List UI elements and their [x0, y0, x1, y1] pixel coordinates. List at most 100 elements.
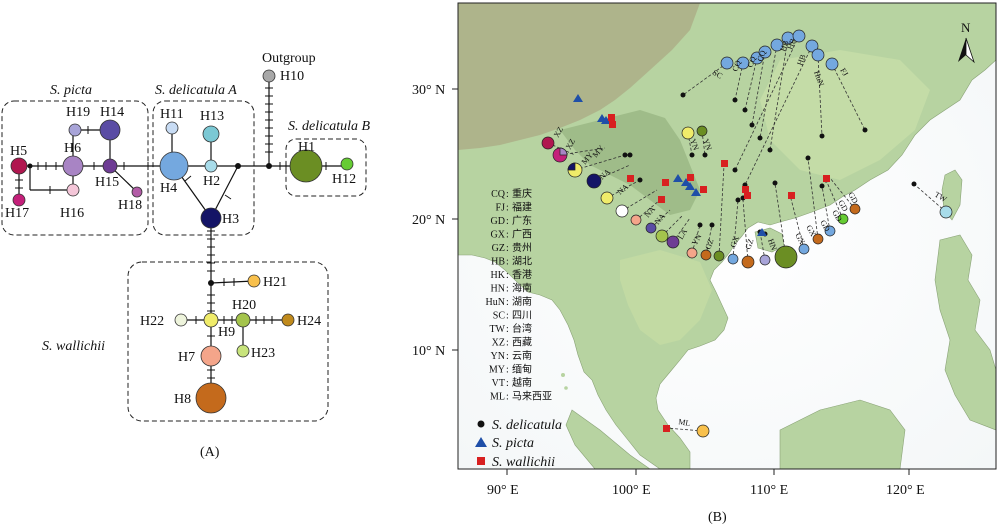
haplotype-h24 [281, 313, 295, 327]
borneo [779, 399, 906, 469]
legend-delicatula: S. delicatula [492, 418, 562, 433]
legend-name: 湖南 [512, 295, 532, 308]
legend-code: GD [491, 216, 505, 227]
legend-separator: : [506, 324, 509, 335]
map-frame [457, 2, 997, 470]
haplotype-h7 [200, 345, 222, 367]
site-label: HB [778, 39, 790, 53]
haplotype-h5 [10, 157, 28, 175]
legend-name: 湖北 [512, 256, 532, 268]
haplotype-h9 [203, 312, 219, 328]
site-label: GZ [703, 237, 715, 250]
haplotype-h18 [131, 186, 143, 198]
outgroup-label: Outgroup [262, 51, 316, 66]
legend-wallichii: S. wallichii [492, 455, 555, 470]
haplotype-h15 [102, 158, 118, 174]
legend-code: YN [491, 351, 505, 362]
lon-tick-90: 90° E [487, 483, 519, 498]
haplotype-h10 [262, 69, 276, 83]
legend-code: HK [491, 270, 506, 281]
label-h18: H18 [118, 198, 142, 213]
site-label: YN [701, 138, 713, 152]
label-h22: H22 [140, 314, 164, 329]
label-h17: H17 [5, 206, 29, 221]
andaman-islands [561, 373, 565, 377]
legend-separator: : [506, 230, 509, 241]
haplotype-h16 [66, 183, 80, 197]
legend-code: HuN [486, 297, 505, 308]
label-h21: H21 [263, 275, 287, 290]
lat-tick-30: 30° N [412, 83, 445, 98]
haplotype-h8 [195, 382, 227, 414]
site-label: GZ [743, 237, 755, 250]
picta-sites [573, 94, 767, 236]
legend-separator: : [506, 284, 509, 295]
haplotype-h19 [68, 123, 82, 137]
legend-separator: : [506, 338, 509, 349]
label-h3: H3 [222, 212, 239, 227]
label-h12: H12 [332, 172, 356, 187]
legend-separator: : [506, 392, 509, 403]
legend-separator: : [506, 203, 509, 214]
legend-code: XZ [492, 338, 505, 349]
legend-name: 海南 [512, 282, 532, 295]
species-legend: S. delicatula S. picta S. wallichii [475, 418, 562, 470]
legend-separator: : [506, 270, 509, 281]
haplotype-h14 [99, 119, 121, 141]
legend-separator: : [506, 243, 509, 254]
site-label: HB [785, 37, 797, 51]
group-title-delicatula-b: S. delicatula B [288, 119, 370, 134]
legend-name: 贵州 [512, 241, 532, 254]
legend-separator: : [506, 257, 509, 268]
legend-separator: : [506, 216, 509, 227]
legend-code: TW [489, 324, 505, 335]
legend-separator: : [506, 297, 509, 308]
highland-ridges [560, 110, 700, 215]
label-h10: H10 [280, 69, 304, 84]
label-h11: H11 [160, 107, 184, 122]
lat-tick-10: 10° N [412, 344, 445, 359]
label-h20: H20 [232, 298, 256, 313]
lon-tick-120: 120° E [886, 483, 925, 498]
lon-tick-110: 110° E [750, 483, 788, 498]
map-axis-ticks [452, 88, 910, 475]
site-label: SC [711, 68, 724, 81]
label-h2: H2 [203, 174, 220, 189]
delicatula-legend-icon [477, 420, 485, 428]
legend-name: 缅甸 [512, 363, 532, 376]
label-h8: H8 [174, 392, 191, 407]
site-label: CQ [755, 49, 767, 63]
legend-name: 福建 [512, 201, 532, 214]
label-h23: H23 [251, 346, 275, 361]
site-labels: SC CQ CQ CQ HB HB HB HuN FJ XZ XZ MY MY … [552, 37, 949, 428]
philippines [934, 234, 996, 431]
sumatra [565, 409, 651, 469]
haplotype-labels: H1 H2 H3 H4 H5 H6 H7 H8 H9 H10 H11 H12 H… [5, 69, 356, 407]
group-title-delicatula-a: S. delicatula A [155, 83, 237, 98]
legend-separator: : [506, 365, 509, 376]
legend-name: 广西 [512, 229, 532, 241]
label-h1: H1 [298, 140, 315, 155]
label-h4: H4 [160, 181, 177, 196]
andaman-islands-2 [564, 386, 568, 390]
label-h9: H9 [218, 325, 235, 340]
label-h24: H24 [297, 314, 321, 329]
site-label: CQ [730, 59, 742, 73]
legend-name: 台湾 [512, 322, 532, 335]
north-label: N [961, 20, 971, 35]
lowland-plains [760, 50, 930, 180]
haplotype-h2 [204, 159, 218, 173]
haplotype-h17 [12, 193, 26, 207]
legend-code: GX [491, 230, 506, 241]
label-h15: H15 [95, 175, 119, 190]
lat-tick-20: 20° N [412, 213, 445, 228]
legend-name: 四川 [512, 311, 532, 322]
legend-code: GZ [492, 243, 505, 254]
legend-name: 云南 [512, 349, 532, 362]
label-h16: H16 [60, 206, 84, 221]
label-h6: H6 [64, 141, 81, 156]
haplotype-h21 [247, 274, 261, 288]
haplotype-h3 [200, 207, 222, 229]
